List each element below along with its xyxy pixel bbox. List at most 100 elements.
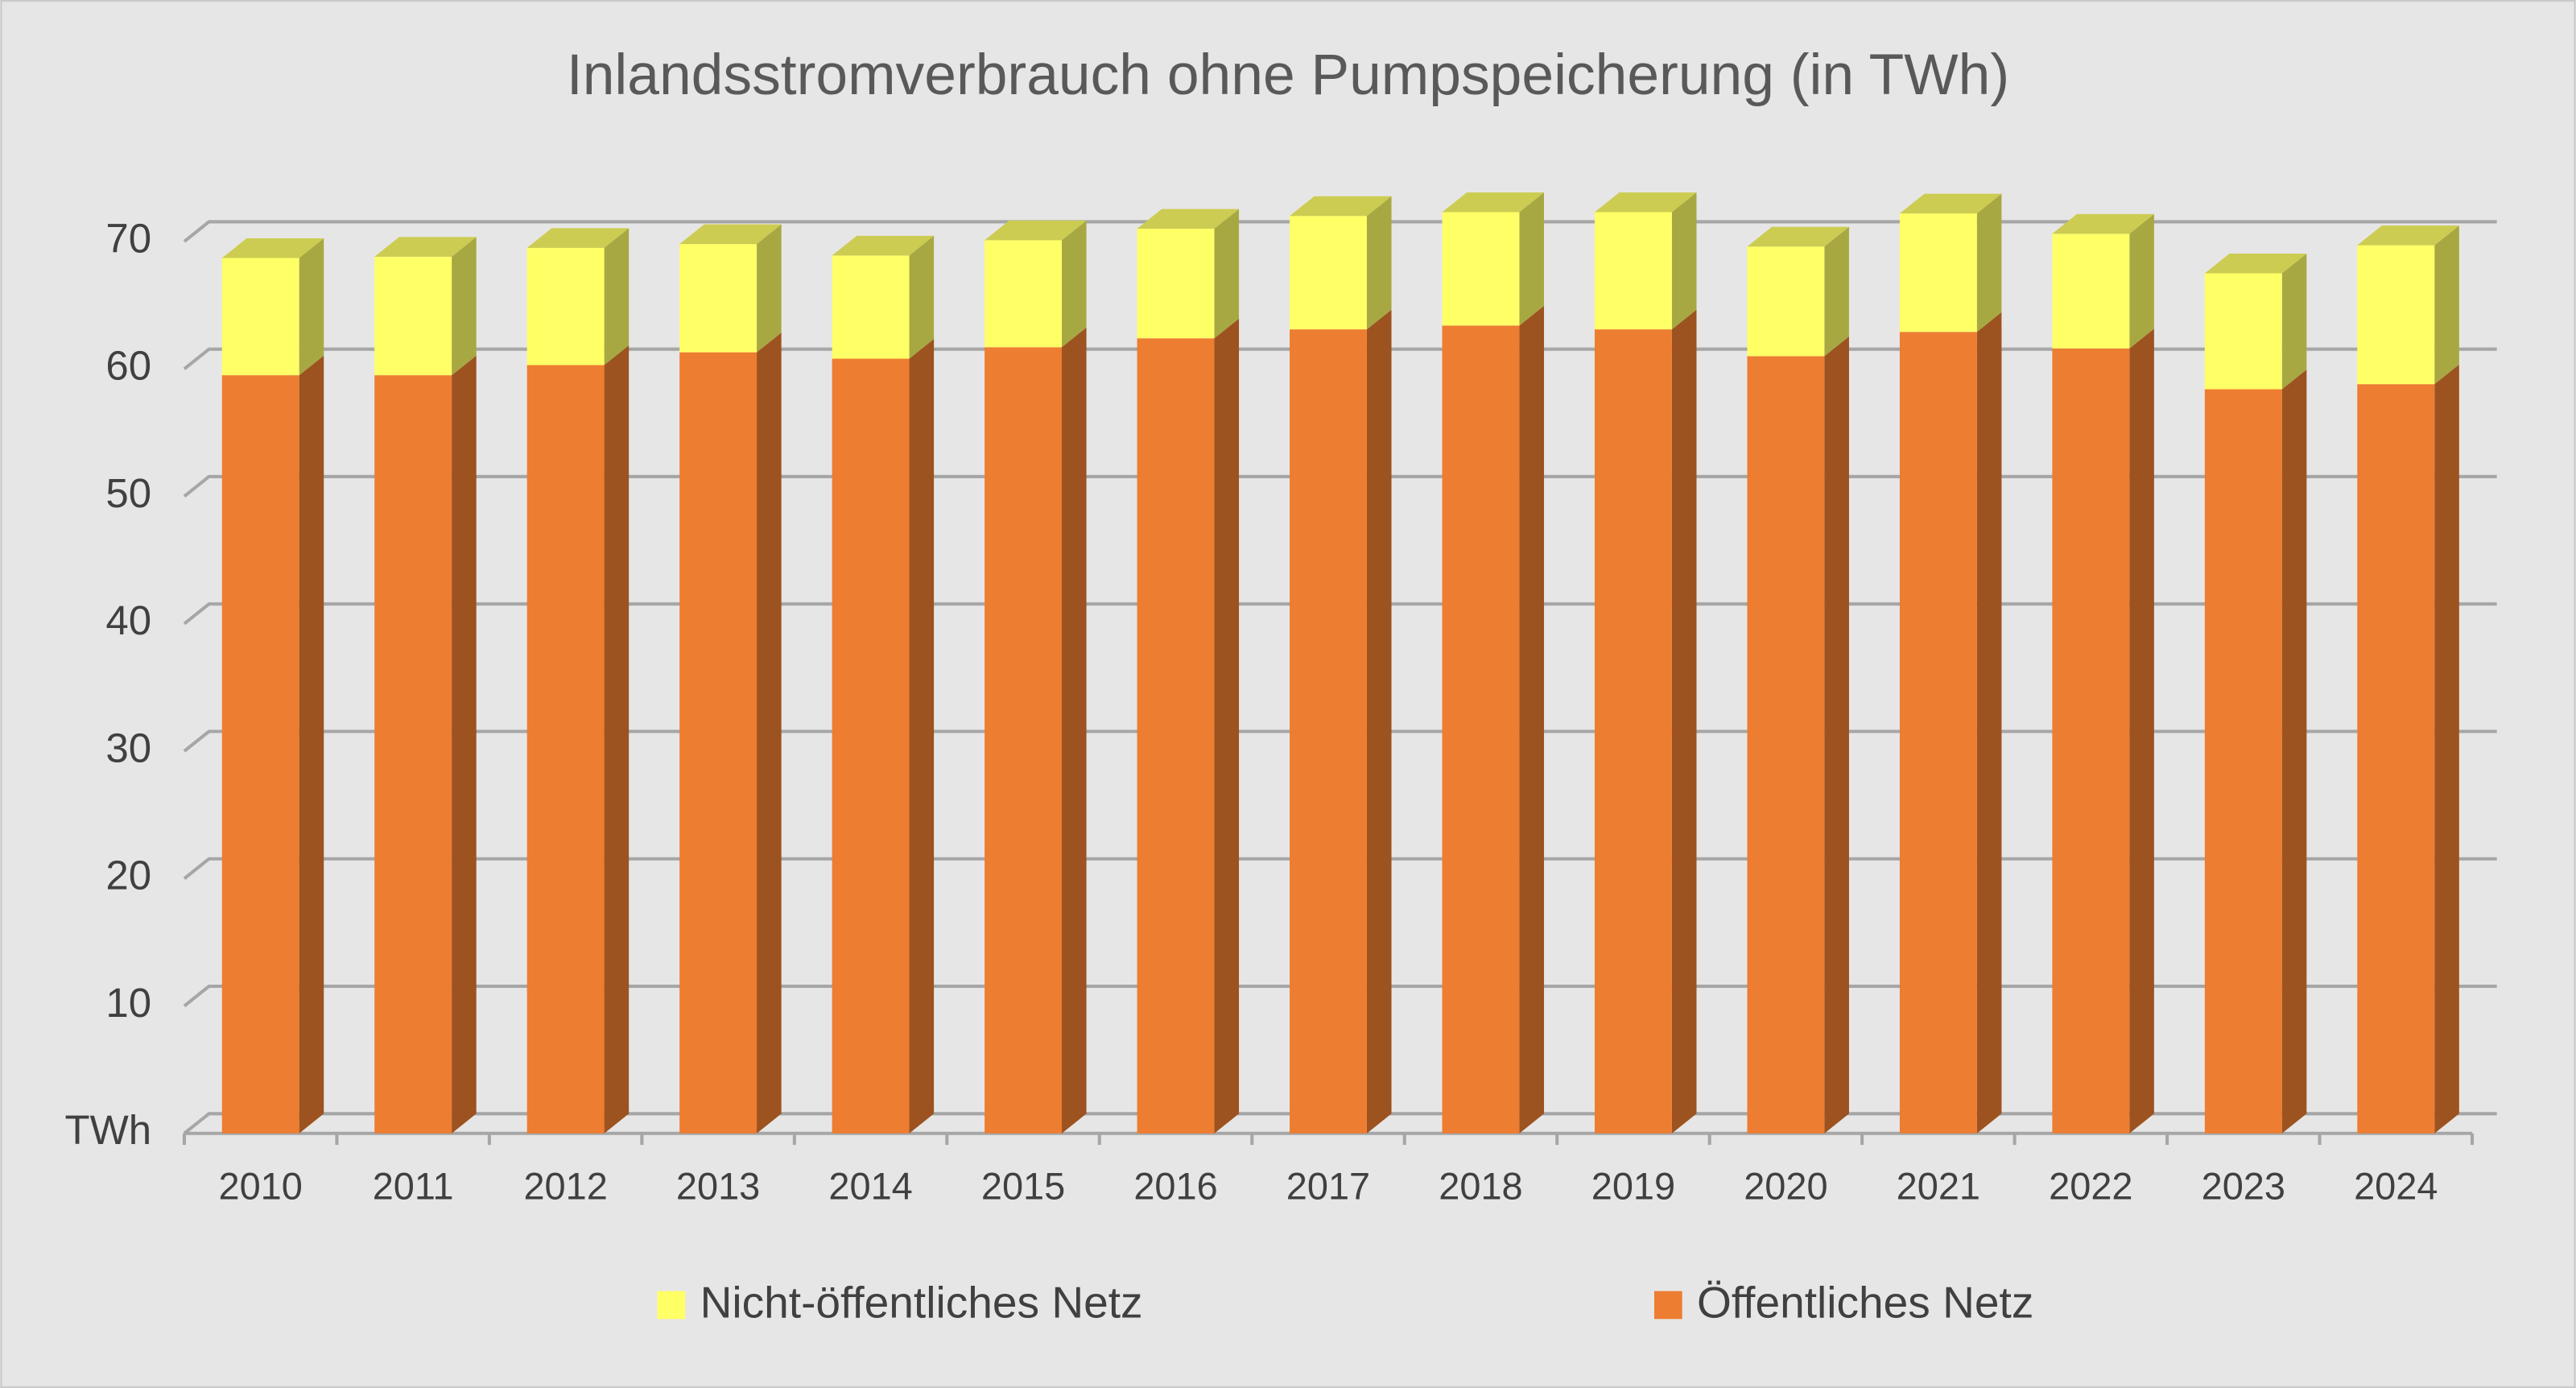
bar-side xyxy=(2129,213,2154,349)
bar-side xyxy=(1366,196,1392,330)
bar-top xyxy=(2204,253,2307,274)
y-tick-label: 40 xyxy=(105,597,151,643)
bar xyxy=(2204,389,2282,1134)
bar xyxy=(1747,246,1825,357)
bar-top xyxy=(2357,225,2459,246)
bar-top xyxy=(1137,209,1240,229)
bar-side xyxy=(2129,328,2154,1134)
bar-side xyxy=(757,224,782,353)
bar-side xyxy=(1671,309,1697,1134)
bar-side xyxy=(604,228,630,366)
bar xyxy=(1137,229,1215,339)
bar-side xyxy=(1976,193,2002,333)
bar-top xyxy=(221,238,324,258)
bar-side xyxy=(604,345,630,1134)
bar-side xyxy=(1671,192,1697,330)
grid-line xyxy=(183,474,2497,498)
legend-label: Öffentliches Netz xyxy=(1697,1278,2033,1328)
x-tick-label: 2021 xyxy=(1897,1166,1980,1208)
y-tick-label: 20 xyxy=(105,853,151,898)
bar xyxy=(2357,245,2435,385)
bar-top xyxy=(2052,213,2154,234)
bar-side xyxy=(452,237,477,376)
bar xyxy=(1290,329,1367,1134)
bar xyxy=(1899,332,1977,1134)
bar xyxy=(2052,233,2130,349)
y-tick-label: 70 xyxy=(105,215,151,261)
y-tick-label: 50 xyxy=(105,470,151,516)
x-tick-label: 2015 xyxy=(981,1166,1065,1208)
legend-swatch xyxy=(1653,1291,1682,1320)
bar xyxy=(526,365,605,1134)
x-tick-label: 2020 xyxy=(1744,1166,1827,1208)
bar xyxy=(985,347,1062,1134)
bar-side xyxy=(2434,364,2459,1134)
bar-side xyxy=(299,238,324,376)
grid-line xyxy=(183,1112,2497,1135)
bar xyxy=(1747,356,1825,1134)
x-tick-label: 2012 xyxy=(523,1166,607,1208)
legend-label: Nicht-öffentliches Netz xyxy=(700,1278,1143,1328)
bar-side xyxy=(2281,253,2307,390)
x-tick-label: 2019 xyxy=(1591,1166,1675,1208)
grid-line xyxy=(183,857,2497,880)
x-tick-label: 2023 xyxy=(2202,1166,2285,1208)
bar-top xyxy=(374,237,477,257)
bar xyxy=(1137,338,1215,1134)
bar xyxy=(1594,329,1672,1134)
bar xyxy=(221,375,299,1134)
bar xyxy=(1442,325,1520,1134)
bar-top xyxy=(1594,192,1697,213)
bar xyxy=(832,255,910,359)
bar-top xyxy=(1290,196,1392,217)
bar-top xyxy=(1747,226,1849,247)
bar-side xyxy=(1976,312,2002,1134)
bar-side xyxy=(909,339,935,1134)
x-tick-label: 2017 xyxy=(1286,1166,1370,1208)
x-tick-label: 2013 xyxy=(676,1166,760,1208)
bar xyxy=(1442,212,1520,326)
bar-top xyxy=(526,228,630,248)
bar xyxy=(1594,212,1672,330)
grid-line xyxy=(183,220,2497,243)
grid-line xyxy=(183,729,2497,753)
bar-side xyxy=(452,355,477,1134)
bar xyxy=(1290,216,1367,330)
bar xyxy=(679,244,758,353)
y-tick-label: 10 xyxy=(105,980,151,1026)
bar xyxy=(2204,273,2282,390)
x-tick-label: 2011 xyxy=(373,1166,454,1208)
bar-side xyxy=(1214,318,1240,1134)
bar-side xyxy=(2281,370,2307,1134)
bar xyxy=(221,258,299,376)
x-tick-label: 2018 xyxy=(1439,1166,1522,1208)
x-tick-label: 2022 xyxy=(2049,1166,2132,1208)
bar-side xyxy=(1061,220,1087,348)
bar xyxy=(985,240,1062,348)
bar xyxy=(679,352,758,1134)
bar-side xyxy=(1214,209,1240,339)
y-tick-label: TWh xyxy=(64,1107,151,1153)
bar-top xyxy=(832,235,935,256)
bar-top xyxy=(1899,193,2002,214)
bar xyxy=(2357,384,2435,1134)
y-tick-label: 60 xyxy=(105,343,151,389)
x-tick-label: 2016 xyxy=(1133,1166,1217,1208)
y-tick-label: 30 xyxy=(105,725,151,770)
x-tick-label: 2010 xyxy=(219,1166,303,1208)
bar xyxy=(374,375,452,1134)
bar-side xyxy=(757,333,782,1134)
grid-line xyxy=(183,347,2497,370)
bar-side xyxy=(1519,192,1545,326)
x-tick-label: 2024 xyxy=(2354,1166,2438,1208)
bar xyxy=(832,358,910,1134)
bar-side xyxy=(1061,327,1087,1134)
bar-side xyxy=(2434,225,2459,385)
bar xyxy=(374,256,452,376)
bar-top xyxy=(679,224,782,245)
bar xyxy=(2052,348,2130,1134)
bar-side xyxy=(299,355,324,1134)
grid-line xyxy=(183,602,2497,626)
bar xyxy=(1899,213,1977,333)
